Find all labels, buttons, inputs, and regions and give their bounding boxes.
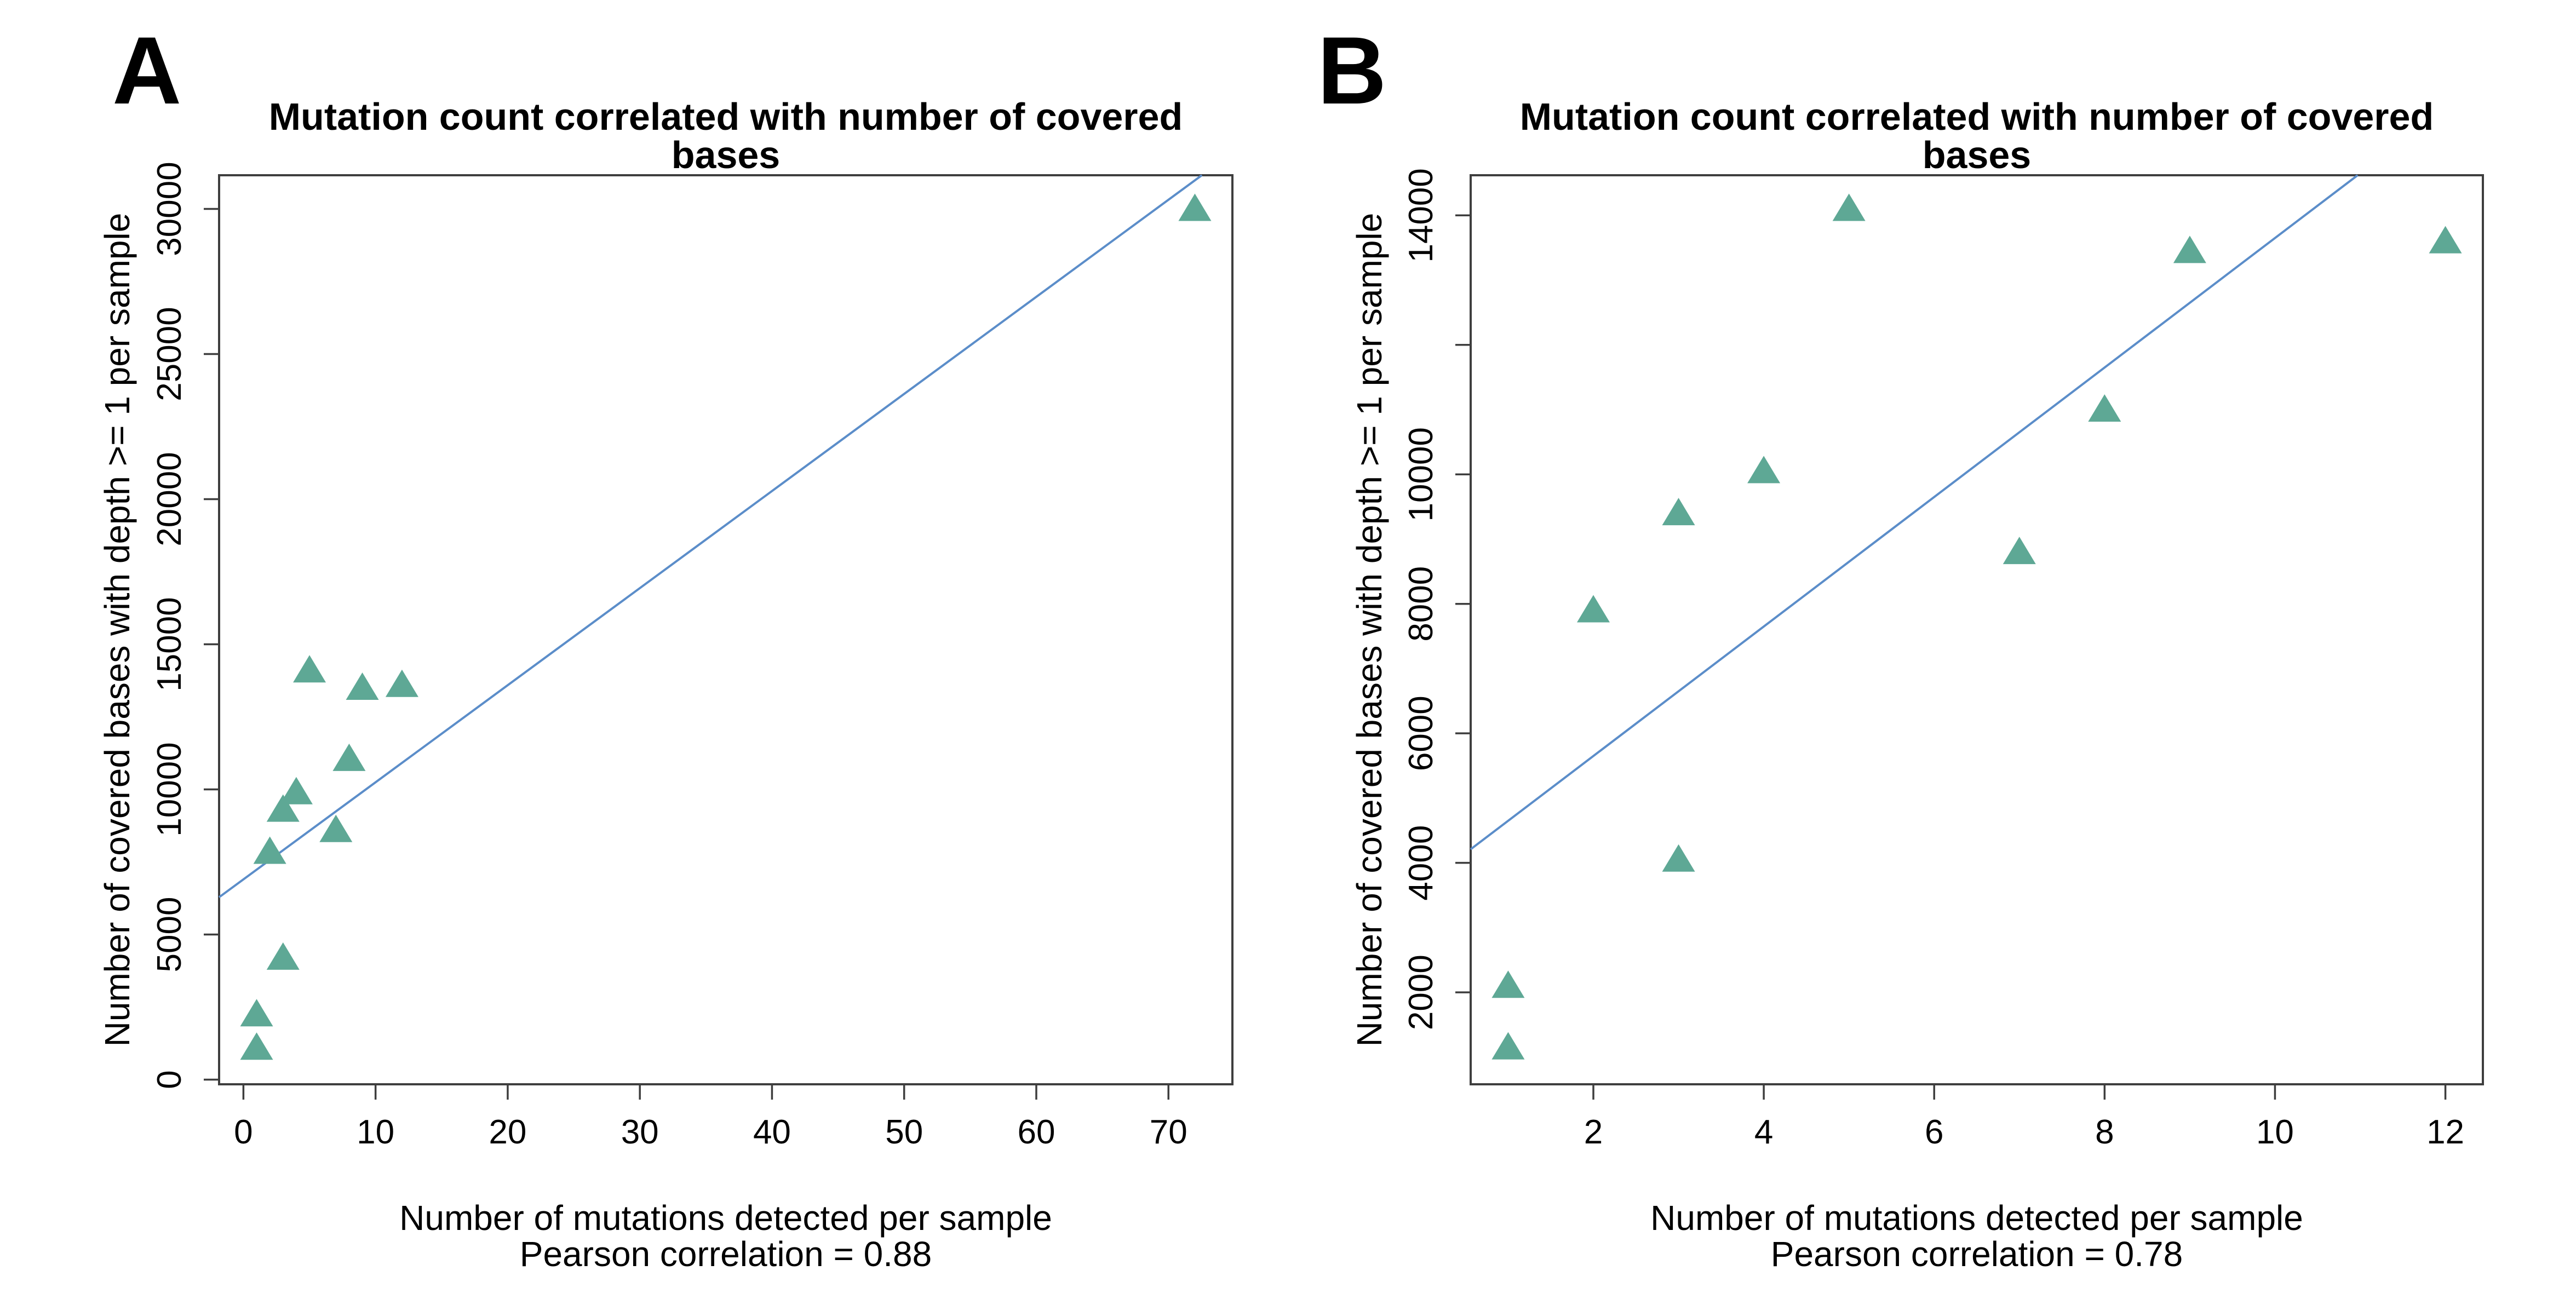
x-axis-tick-label: 60: [1017, 1113, 1055, 1151]
data-point-triangle: [1178, 193, 1212, 221]
panel-b-plot-canvas: 2 4 6 8 10 12 2000 4000 6000 8000 10000 14000: [1402, 168, 2484, 1151]
y-axis-tick-label: 8000: [1402, 566, 1440, 642]
x-axis-tick-label: 10: [357, 1113, 394, 1151]
plot-border: [218, 174, 1234, 1085]
data-point-triangle: [1662, 498, 1695, 526]
regression-line: [1470, 174, 2359, 850]
y-axis-tick-label: 30000: [151, 162, 188, 256]
y-axis-tick-label: 2000: [1402, 955, 1440, 1030]
data-point-triangle: [1662, 844, 1695, 872]
data-point-triangle: [1832, 193, 1866, 221]
data-point-triangle: [1577, 595, 1610, 623]
data-point-triangle: [385, 669, 418, 697]
plot-border: [1470, 174, 2484, 1085]
data-point-triangle: [240, 1032, 273, 1060]
x-axis-tick-label: 12: [2426, 1113, 2464, 1151]
x-axis-tick-label: 2: [1584, 1113, 1603, 1151]
data-point-triangle: [266, 794, 300, 822]
data-point-triangle: [293, 655, 326, 683]
panel-a-x-axis-label: Number of mutations detected per sample: [399, 1198, 1052, 1238]
data-point-triangle: [2429, 226, 2462, 254]
panel-b-pearson-label: Pearson correlation = 0.78: [1770, 1234, 2183, 1274]
panel-b-y-axis-label: Number of covered bases with depth >= 1 …: [1350, 212, 1389, 1047]
y-axis-tick-label: 15000: [151, 597, 188, 691]
data-point-triangle: [2003, 537, 2036, 565]
x-axis-tick-label: 20: [489, 1113, 526, 1151]
panel-a-title: Mutation count correlated with number of…: [268, 95, 1183, 176]
data-point-triangle: [2088, 394, 2121, 422]
data-point-triangle: [332, 743, 366, 771]
panel-a: 0 10 20 30 40 50 60 70 0 5000 10000 15000 20000 25000…: [0, 0, 1287, 1311]
regression-line: [218, 174, 1203, 899]
y-axis-tick-label: 6000: [1402, 695, 1440, 771]
x-axis-tick-label: 4: [1754, 1113, 1773, 1151]
x-axis-tick-label: 30: [621, 1113, 659, 1151]
y-axis-tick-label: 10000: [151, 742, 188, 836]
data-point-triangle: [1747, 456, 1781, 484]
x-axis-tick-label: 10: [2256, 1113, 2294, 1151]
panel-b-x-axis-label: Number of mutations detected per sample: [1650, 1198, 2303, 1238]
data-point-triangle: [346, 672, 379, 700]
panel-a-plot-canvas: 0 10 20 30 40 50 60 70 0 5000 10000 15000 20000 25000…: [151, 162, 1234, 1151]
panel-b: 2 4 6 8 10 12 2000 4000 6000 8000 10000 14000 B Mut…: [1287, 0, 2576, 1311]
data-point-triangle: [1491, 1032, 1525, 1060]
y-axis-tick-label: 0: [151, 1070, 188, 1089]
x-axis-tick-label: 70: [1150, 1113, 1187, 1151]
x-axis-tick-label: 40: [753, 1113, 791, 1151]
y-axis-tick-label: 4000: [1402, 825, 1440, 901]
x-axis-tick-label: 6: [1925, 1113, 1943, 1151]
data-point-triangle: [319, 814, 353, 842]
x-axis-tick-label: 50: [885, 1113, 923, 1151]
data-point-triangle: [279, 777, 313, 804]
x-axis-tick-label: 8: [2095, 1113, 2114, 1151]
panel-a-pearson-label: Pearson correlation = 0.88: [519, 1234, 932, 1274]
panel-letter-b: B: [1317, 18, 1386, 124]
data-point-triangle: [266, 942, 300, 970]
y-axis-tick-label: 20000: [151, 452, 188, 546]
data-point-triangle: [253, 836, 286, 864]
data-point-triangle: [240, 999, 273, 1027]
y-axis-tick-label: 5000: [151, 897, 188, 973]
panel-a-y-axis-label: Number of covered bases with depth >= 1 …: [97, 212, 137, 1047]
y-axis-tick-label: 14000: [1402, 168, 1440, 262]
panel-b-title: Mutation count correlated with number of…: [1519, 95, 2434, 176]
y-axis-tick-label: 10000: [1402, 427, 1440, 521]
panel-letter-a: A: [112, 18, 181, 124]
data-point-triangle: [1491, 970, 1525, 998]
data-point-triangle: [2173, 235, 2206, 263]
x-axis-tick-label: 0: [234, 1113, 253, 1151]
y-axis-tick-label: 25000: [151, 307, 188, 401]
